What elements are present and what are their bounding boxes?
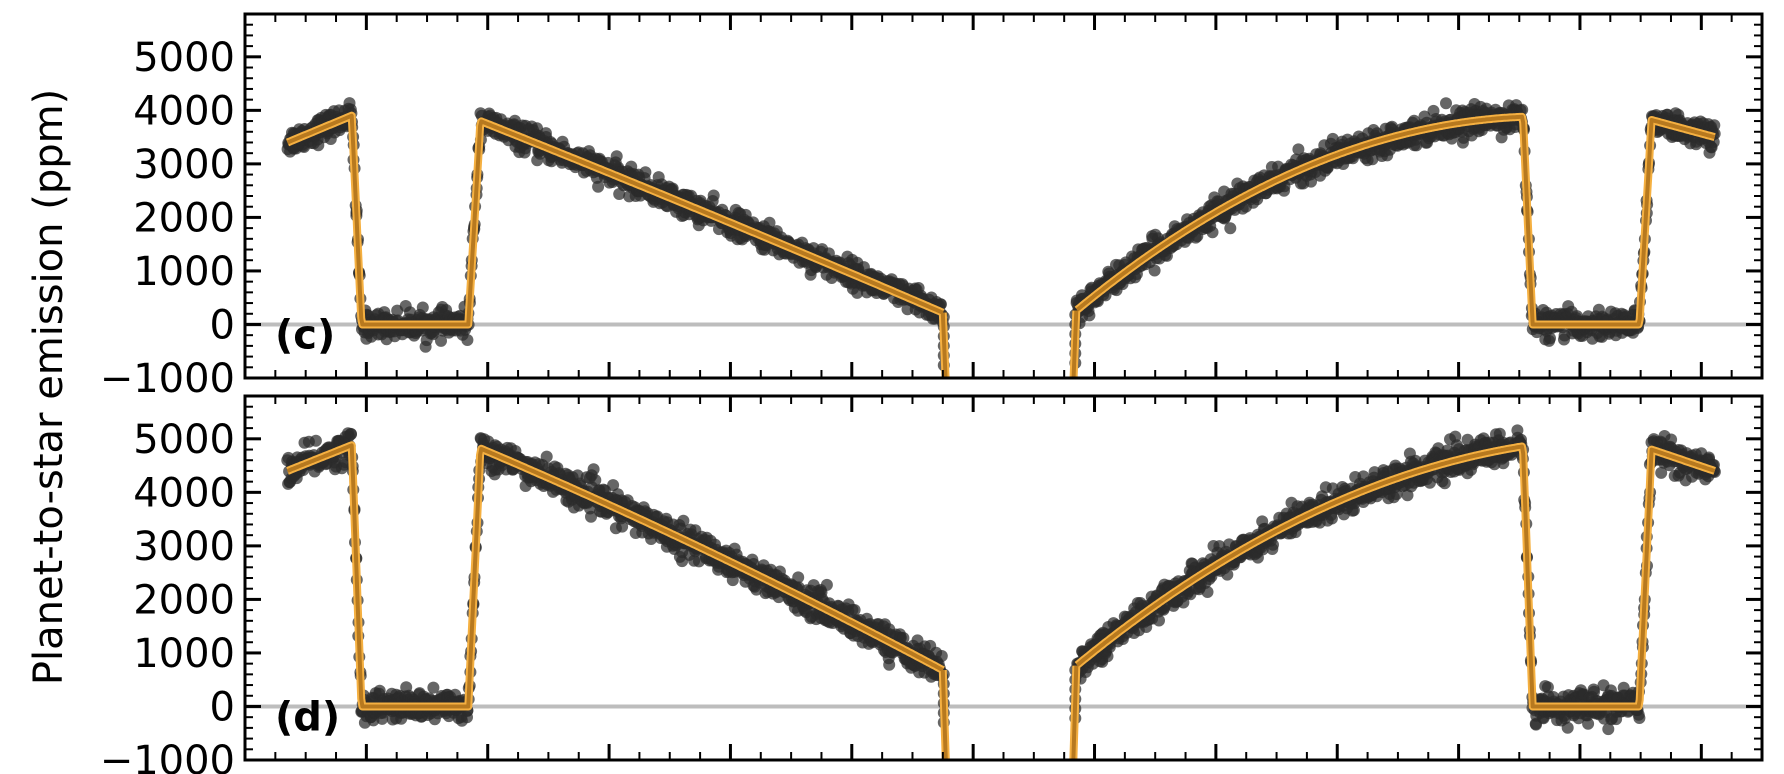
data-point (309, 434, 322, 447)
data-point (1633, 712, 1646, 724)
panel-d: −1000 0 1000 2000 3000 4000 5000 (d) (100, 394, 1764, 774)
data-point (345, 428, 357, 441)
model-curve-inner (286, 443, 1716, 760)
y-tick-label: −1000 (100, 356, 235, 402)
y-tick-label: −1000 (100, 738, 235, 774)
data-point (707, 189, 720, 202)
data-point (1148, 264, 1161, 277)
y-tick-label: 4000 (133, 88, 235, 134)
data-point (1438, 477, 1451, 490)
panel-c: −1000 0 1000 2000 3000 4000 5000 (c) (100, 12, 1764, 402)
data-point (883, 658, 896, 671)
y-tick-label: 4000 (133, 470, 235, 516)
data-point (416, 301, 429, 314)
data-point (1440, 97, 1452, 110)
data-point (763, 216, 776, 229)
y-tick-label: 1000 (133, 631, 235, 677)
y-axis-label: Planet-to-star emission (ppm) (26, 89, 72, 685)
data-point (1206, 226, 1219, 239)
data-point (820, 578, 833, 591)
data-point (1153, 614, 1165, 627)
data-point (610, 150, 623, 163)
y-tick-label: 3000 (133, 524, 235, 570)
y-tick-label: 5000 (133, 35, 235, 81)
y-tick-label: 2000 (133, 195, 235, 241)
plot-area (245, 97, 1762, 378)
data-point (935, 650, 948, 662)
panel-label: (c) (275, 313, 335, 359)
data-point (461, 334, 474, 346)
data-points (281, 97, 1721, 372)
plot-area (245, 424, 1762, 760)
data-point (1083, 309, 1096, 322)
y-tick-label: 2000 (133, 577, 235, 623)
data-point (639, 166, 652, 179)
model-curve-outer (284, 111, 1718, 378)
data-point (1582, 717, 1595, 730)
data-point (435, 334, 447, 347)
y-tick-label: 5000 (133, 417, 235, 463)
data-points (281, 424, 1721, 736)
data-point (1267, 538, 1279, 551)
data-point (1561, 721, 1574, 734)
data-point (1224, 222, 1237, 235)
y-tick-label: 0 (210, 302, 235, 348)
model-curve-inner (286, 113, 1716, 378)
y-tick-label: 3000 (133, 142, 235, 188)
data-point (540, 450, 553, 463)
model-curve-outer (284, 441, 1718, 760)
data-point (592, 180, 605, 193)
data-point (1221, 568, 1234, 581)
data-point (587, 463, 600, 476)
y-tick-label: 1000 (133, 249, 235, 295)
y-tick-label: 0 (210, 684, 235, 730)
data-point (1544, 332, 1556, 345)
panel-label: (d) (275, 695, 340, 741)
data-point (1201, 586, 1214, 598)
